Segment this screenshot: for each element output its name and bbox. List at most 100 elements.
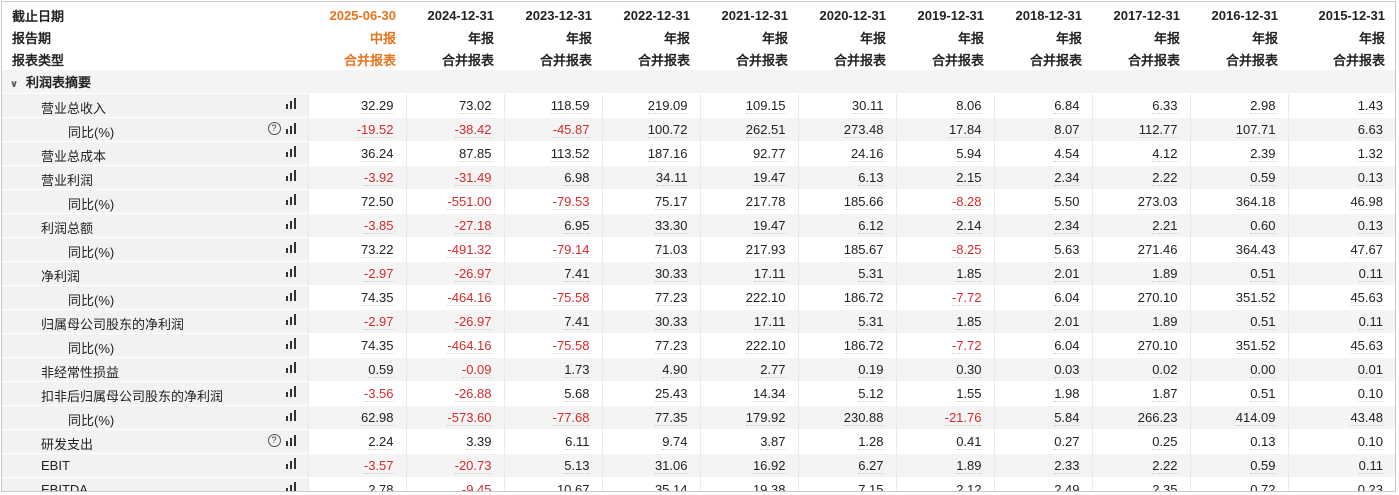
value-cell[interactable]: 185.66 — [797, 189, 896, 214]
cell-value[interactable]: 2.39 — [1250, 146, 1276, 162]
value-cell[interactable]: 0.27 — [993, 429, 1092, 454]
cell-value[interactable]: 5.12 — [858, 386, 884, 402]
column-header-date[interactable]: 2024-12-31 — [406, 2, 504, 26]
value-cell[interactable]: 107.71 — [1189, 117, 1288, 142]
value-cell[interactable]: 32.29 — [307, 93, 406, 118]
cell-value[interactable]: 34.11 — [655, 170, 688, 186]
cell-value[interactable]: 7.15 — [858, 482, 884, 491]
value-cell[interactable]: 0.10 — [1287, 381, 1395, 406]
value-cell[interactable]: 19.38 — [699, 477, 798, 491]
value-cell[interactable]: 186.72 — [797, 333, 896, 358]
value-cell[interactable]: 2.78 — [307, 477, 406, 491]
cell-value[interactable]: 36.24 — [360, 146, 394, 162]
column-header-date[interactable]: 2023-12-31 — [504, 2, 602, 26]
value-cell[interactable]: 47.67 — [1287, 237, 1395, 262]
cell-value[interactable]: 364.43 — [1235, 242, 1276, 258]
cell-value[interactable]: 30.33 — [654, 314, 688, 330]
cell-value[interactable]: 6.13 — [858, 170, 884, 186]
value-cell[interactable]: 87.85 — [405, 141, 504, 166]
cell-value[interactable]: 77.35 — [654, 410, 688, 426]
value-cell[interactable]: -573.60 — [405, 405, 504, 430]
value-cell[interactable]: 2.24 — [307, 429, 406, 454]
cell-value[interactable]: 5.50 — [1054, 194, 1080, 210]
value-cell[interactable]: 0.11 — [1287, 261, 1395, 286]
help-circle-icon[interactable]: ? — [267, 122, 281, 135]
cell-value[interactable]: 6.27 — [858, 458, 884, 474]
cell-value[interactable]: 72.50 — [360, 194, 394, 210]
value-cell[interactable]: 6.11 — [503, 429, 602, 454]
value-cell[interactable]: 1.89 — [1091, 261, 1190, 286]
value-cell[interactable]: 2.98 — [1189, 93, 1288, 118]
cell-value[interactable]: 351.52 — [1235, 290, 1276, 306]
cell-value[interactable]: 17.11 — [753, 266, 786, 282]
value-cell[interactable]: -79.14 — [503, 237, 602, 262]
column-header-date[interactable]: 2017-12-31 — [1092, 2, 1190, 26]
value-cell[interactable]: -464.16 — [405, 285, 504, 310]
value-cell[interactable]: -26.97 — [405, 261, 504, 286]
value-cell[interactable]: -3.57 — [307, 453, 406, 478]
cell-value[interactable]: 118.59 — [550, 98, 590, 114]
cell-value[interactable]: -20.73 — [454, 458, 492, 474]
value-cell[interactable]: 219.09 — [601, 93, 700, 118]
bar-chart-icon[interactable] — [285, 242, 298, 253]
cell-value[interactable]: 5.13 — [564, 458, 590, 474]
cell-value[interactable]: 0.27 — [1054, 434, 1080, 450]
cell-value[interactable]: 0.41 — [956, 434, 982, 450]
value-cell[interactable]: 2.12 — [895, 477, 994, 491]
cell-value[interactable]: 2.34 — [1054, 170, 1080, 186]
cell-value[interactable]: 1.85 — [956, 266, 982, 282]
value-cell[interactable]: -27.18 — [405, 213, 504, 238]
cell-value[interactable]: 0.10 — [1357, 386, 1383, 402]
cell-value[interactable]: 6.95 — [564, 218, 590, 234]
cell-value[interactable]: 270.10 — [1137, 290, 1178, 306]
value-cell[interactable]: 9.74 — [601, 429, 700, 454]
cell-value[interactable]: 107.71 — [1235, 122, 1276, 138]
bar-chart-icon[interactable] — [285, 410, 298, 421]
value-cell[interactable]: 351.52 — [1189, 333, 1288, 358]
cell-value[interactable]: 6.98 — [564, 170, 590, 186]
cell-value[interactable]: 75.17 — [654, 194, 688, 210]
cell-value[interactable]: -464.16 — [447, 338, 492, 354]
value-cell[interactable]: -20.73 — [405, 453, 504, 478]
column-header-date[interactable]: 2022-12-31 — [602, 2, 700, 26]
value-cell[interactable]: 16.92 — [699, 453, 798, 478]
value-cell[interactable]: 4.90 — [601, 357, 700, 382]
cell-value[interactable]: 0.11 — [1358, 458, 1383, 474]
cell-value[interactable]: 16.92 — [752, 458, 786, 474]
value-cell[interactable]: 217.93 — [699, 237, 798, 262]
value-cell[interactable]: 2.49 — [993, 477, 1092, 491]
cell-value[interactable]: -19.52 — [356, 122, 394, 138]
cell-value[interactable]: -8.25 — [951, 242, 982, 258]
cell-value[interactable]: 0.13 — [1250, 434, 1276, 450]
cell-value[interactable]: 2.78 — [368, 482, 394, 491]
cell-value[interactable]: -7.72 — [951, 338, 982, 354]
bar-chart-icon[interactable] — [285, 194, 298, 205]
value-cell[interactable]: -2.97 — [307, 309, 406, 334]
column-header-date[interactable]: 2019-12-31 — [896, 2, 994, 26]
value-cell[interactable]: 118.59 — [503, 93, 602, 118]
value-cell[interactable]: 2.14 — [895, 213, 994, 238]
cell-value[interactable]: -573.60 — [447, 410, 492, 426]
value-cell[interactable]: 5.84 — [993, 405, 1092, 430]
value-cell[interactable]: 0.11 — [1287, 453, 1395, 478]
value-cell[interactable]: -3.92 — [307, 165, 406, 190]
value-cell[interactable]: 0.00 — [1189, 357, 1288, 382]
value-cell[interactable]: -45.87 — [503, 117, 602, 142]
value-cell[interactable]: -0.09 — [405, 357, 504, 382]
cell-value[interactable]: 0.72 — [1250, 482, 1276, 491]
value-cell[interactable]: 1.98 — [993, 381, 1092, 406]
value-cell[interactable]: -31.49 — [405, 165, 504, 190]
cell-value[interactable]: 74.35 — [360, 290, 394, 306]
cell-value[interactable]: -45.87 — [552, 122, 590, 138]
value-cell[interactable]: 270.10 — [1091, 285, 1190, 310]
cell-value[interactable]: -551.00 — [447, 194, 492, 210]
value-cell[interactable]: 0.51 — [1189, 381, 1288, 406]
cell-value[interactable]: 73.02 — [458, 98, 492, 114]
cell-value[interactable]: 219.09 — [647, 98, 688, 114]
value-cell[interactable]: -3.85 — [307, 213, 406, 238]
cell-value[interactable]: 2.01 — [1054, 266, 1080, 282]
value-cell[interactable]: 35.14 — [601, 477, 700, 491]
cell-value[interactable]: 1.87 — [1152, 386, 1178, 402]
bar-chart-icon[interactable] — [285, 290, 298, 301]
cell-value[interactable]: -79.14 — [552, 242, 590, 258]
